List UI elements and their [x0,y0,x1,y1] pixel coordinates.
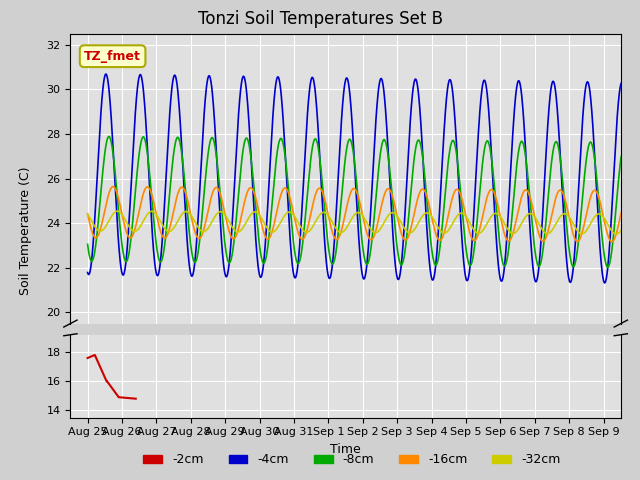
Text: Soil Temperature (C): Soil Temperature (C) [19,166,32,295]
Text: TZ_fmet: TZ_fmet [84,50,141,63]
Text: Tonzi Soil Temperatures Set B: Tonzi Soil Temperatures Set B [198,10,442,28]
Legend: -2cm, -4cm, -8cm, -16cm, -32cm: -2cm, -4cm, -8cm, -16cm, -32cm [138,448,566,471]
X-axis label: Time: Time [330,443,361,456]
